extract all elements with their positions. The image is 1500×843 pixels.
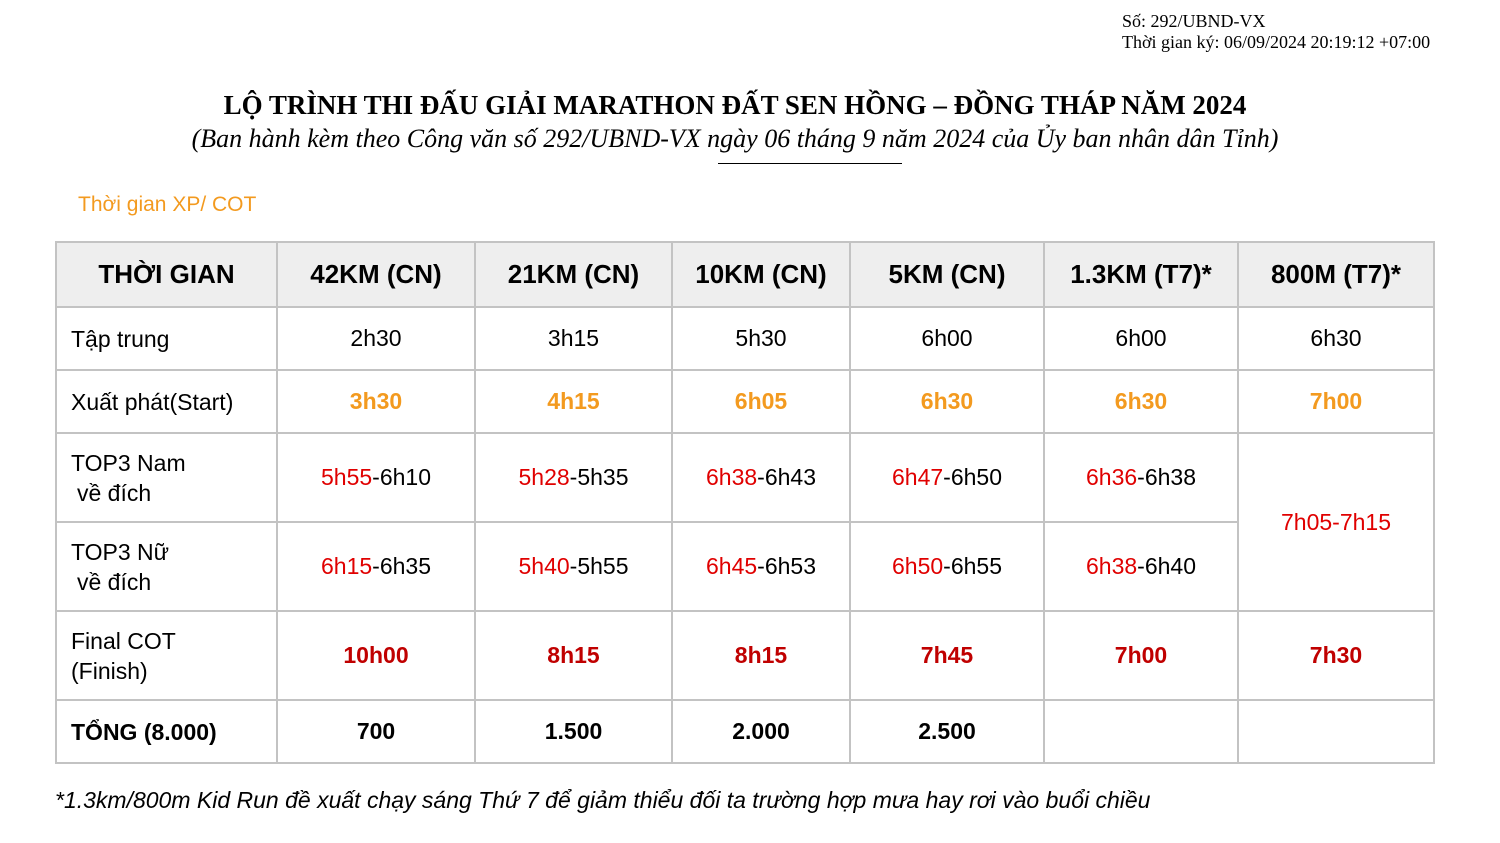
cell-value: 5h40-5h55 — [474, 521, 673, 612]
row-final-cot: Final COT (Finish) 10h00 8h15 8h15 7h45 … — [55, 610, 1435, 701]
signature-meta: Số: 292/UBND-VX Thời gian ký: 06/09/2024… — [1122, 11, 1430, 53]
time-to: -6h43 — [757, 464, 816, 490]
document-number: Số: 292/UBND-VX — [1122, 11, 1266, 31]
schedule-table: THỜI GIAN 42KM (CN) 21KM (CN) 10KM (CN) … — [55, 241, 1435, 764]
time-from: 6h47 — [892, 464, 944, 490]
time-to: -5h35 — [569, 464, 629, 490]
cell-value — [1237, 699, 1435, 764]
cell-value: 7h45 — [849, 610, 1045, 701]
time-to: -6h10 — [372, 464, 431, 490]
cell-value: 8h15 — [671, 610, 851, 701]
cell-value: 5h30 — [671, 306, 851, 371]
cell-value — [1043, 699, 1239, 764]
time-to: -6h53 — [757, 553, 816, 579]
row-label: Final COT (Finish) — [55, 610, 278, 701]
cell-800m-top3: 7h05-7h15 — [1237, 432, 1435, 612]
cell-value: 6h00 — [1043, 306, 1239, 371]
cell-value: 6h15-6h35 — [276, 521, 476, 612]
cell-value: 1.500 — [474, 699, 673, 764]
document-subtitle: (Ban hành kèm theo Công văn số 292/UBND-… — [191, 124, 1279, 153]
row-label: TOP3 Nữ về đích — [55, 521, 278, 612]
row-label-line: TOP3 Nữ — [71, 538, 170, 565]
row-total: TỔNG (8.000) 700 1.500 2.000 2.500 — [55, 699, 1435, 764]
cell-value: 6h36-6h38 — [1043, 432, 1239, 523]
cell-value: 6h45-6h53 — [671, 521, 851, 612]
cell-value: 6h50-6h55 — [849, 521, 1045, 612]
cell-value: 3h15 — [474, 306, 673, 371]
section-label: Thời gian XP/ COT — [78, 193, 257, 216]
time-to: -6h38 — [1137, 464, 1196, 490]
time-to: -6h40 — [1137, 553, 1196, 579]
header-1-3km: 1.3KM (T7)* — [1043, 241, 1239, 308]
cell-value: 2.000 — [671, 699, 851, 764]
cell-value: 5h55-6h10 — [276, 432, 476, 523]
cell-value: 6h30 — [1043, 369, 1239, 434]
header-10km: 10KM (CN) — [671, 241, 851, 308]
cell-value: 6h00 — [849, 306, 1045, 371]
cell-value: 3h30 — [276, 369, 476, 434]
header-time: THỜI GIAN — [55, 241, 278, 308]
cell-value: 7h30 — [1237, 610, 1435, 701]
cell-value: 6h47-6h50 — [849, 432, 1045, 523]
row-label: Xuất phát(Start) — [55, 369, 278, 434]
cell-value: 6h30 — [1237, 306, 1435, 371]
header-21km: 21KM (CN) — [474, 241, 673, 308]
row-start: Xuất phát(Start) 3h30 4h15 6h05 6h30 6h3… — [55, 369, 1435, 434]
time-from: 6h15 — [321, 553, 373, 579]
time-to: -6h50 — [943, 464, 1002, 490]
row-label: TỔNG (8.000) — [55, 699, 278, 764]
row-top3-women: TOP3 Nữ về đích 6h15-6h35 5h40-5h55 6h45… — [55, 521, 1434, 612]
time-from: 5h28 — [518, 464, 570, 490]
cell-value: 6h30 — [849, 369, 1045, 434]
row-label: Tập trung — [55, 306, 278, 371]
time-from: 5h55 — [321, 464, 373, 490]
cell-value: 6h38-6h43 — [671, 432, 851, 523]
cell-value: 7h00 — [1237, 369, 1435, 434]
row-label-line: TOP3 Nam — [71, 449, 186, 476]
time-to: -6h35 — [372, 553, 431, 579]
header-42km: 42KM (CN) — [276, 241, 476, 308]
document-title: LỘ TRÌNH THI ĐẤU GIẢI MARATHON ĐẤT SEN H… — [223, 90, 1247, 120]
footnote: *1.3km/800m Kid Run đề xuất chạy sáng Th… — [55, 787, 1151, 813]
row-label-line: (Finish) — [71, 657, 148, 684]
cell-value: 10h00 — [276, 610, 476, 701]
time-from: 6h50 — [892, 553, 944, 579]
cell-value: 2h30 — [276, 306, 476, 371]
time-from: 6h38 — [1086, 553, 1138, 579]
cell-value: 6h05 — [671, 369, 851, 434]
cell-value: 2.500 — [849, 699, 1045, 764]
cell-value: 700 — [276, 699, 476, 764]
time-to: -6h55 — [943, 553, 1002, 579]
row-top3-men: TOP3 Nam về đích 5h55-6h10 5h28-5h35 6h3… — [55, 432, 1435, 612]
cell-value: 4h15 — [474, 369, 673, 434]
cell-value: 6h38-6h40 — [1043, 521, 1239, 612]
time-from: 6h45 — [706, 553, 758, 579]
row-label-line: về đích — [77, 479, 152, 506]
time-from: 6h36 — [1086, 464, 1138, 490]
header-row: THỜI GIAN 42KM (CN) 21KM (CN) 10KM (CN) … — [55, 241, 1435, 308]
signed-time: Thời gian ký: 06/09/2024 20:19:12 +07:00 — [1122, 32, 1431, 52]
row-tap-trung: Tập trung 2h30 3h15 5h30 6h00 6h00 6h30 — [55, 306, 1435, 371]
cell-value: 5h28-5h35 — [474, 432, 673, 523]
row-label: TOP3 Nam về đích — [55, 432, 278, 523]
time-from: 6h38 — [706, 464, 758, 490]
time-to: -5h55 — [569, 553, 629, 579]
cell-value: 8h15 — [474, 610, 673, 701]
cell-value: 7h00 — [1043, 610, 1239, 701]
row-label-line: về đích — [77, 568, 152, 595]
header-5km: 5KM (CN) — [849, 241, 1045, 308]
header-800m: 800M (T7)* — [1237, 241, 1435, 308]
row-label-line: Final COT — [71, 627, 176, 654]
time-from: 5h40 — [518, 553, 570, 579]
title-underline — [718, 163, 902, 164]
